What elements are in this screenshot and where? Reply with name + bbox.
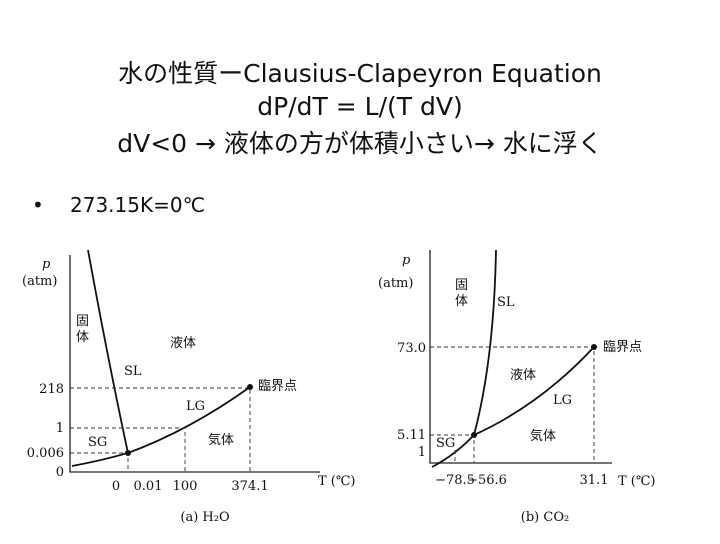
t-label: −56.6 <box>467 473 507 488</box>
curve <box>473 346 595 436</box>
curve <box>87 249 129 454</box>
region: 体 <box>455 294 468 309</box>
region: 体 <box>76 330 89 345</box>
t-label: 0.01 <box>134 479 163 494</box>
diagram-co2: p (atm) T (℃) 固 体 液体 気体 SL LG SG 臨界点 73.… <box>378 249 656 525</box>
t-label: −78.5 <box>435 473 475 488</box>
critical-point <box>591 344 597 350</box>
region: 気体 <box>208 432 234 448</box>
axis-label: T (℃) <box>618 474 656 489</box>
triple-point <box>125 450 131 456</box>
p-label: 218 <box>39 382 64 397</box>
axis-unit: (atm) <box>22 274 57 289</box>
bullet-mark: • <box>32 193 44 217</box>
title: 水の性質ーClausius-Clapeyron Equation <box>118 59 602 88</box>
curve-label: SL <box>497 295 515 310</box>
guide <box>70 387 251 472</box>
axes <box>429 250 612 464</box>
axis-label: p <box>42 257 51 272</box>
curve-label: SG <box>436 436 455 451</box>
diagram-h2o: p (atm) T (℃) 固 体 液体 気体 SL LG SG 臨界点 218… <box>22 249 356 525</box>
p-label: 0 <box>56 465 64 480</box>
point-label: 臨界点 <box>603 340 642 355</box>
axis-label: p <box>402 253 411 268</box>
caption: (a) H₂O <box>180 510 229 525</box>
region: 気体 <box>530 428 556 444</box>
t-label: 0 <box>112 479 120 494</box>
t-label: 31.1 <box>580 473 609 488</box>
curve-label: SG <box>88 435 107 450</box>
title: dP/dT = L/(T dV) <box>257 92 462 121</box>
region: 固 <box>76 314 89 329</box>
curve <box>71 452 129 467</box>
bullet: 273.15K=0℃ <box>70 193 205 217</box>
axis-unit: (atm) <box>378 276 413 291</box>
curve-label: LG <box>186 399 205 414</box>
p-label: 73.0 <box>397 341 426 356</box>
region: 液体 <box>170 336 196 351</box>
p-label: 1 <box>56 421 64 436</box>
caption: (b) CO₂ <box>521 510 569 525</box>
region: 液体 <box>510 368 536 383</box>
t-label: 100 <box>173 479 198 494</box>
axis-label: T (℃) <box>318 474 356 489</box>
curve <box>473 249 497 436</box>
curve-label: LG <box>553 393 572 408</box>
curve <box>127 386 251 454</box>
triple-point <box>471 432 477 438</box>
axes <box>69 255 320 473</box>
point-label: 臨界点 <box>258 379 297 394</box>
critical-point <box>247 384 253 390</box>
region: 固 <box>455 278 468 293</box>
p-label: 0.006 <box>27 446 64 461</box>
p-label: 1 <box>418 445 426 460</box>
title: dV<0 → 液体の方が体積小さい→ 水に浮く <box>117 129 603 158</box>
curve-label: SL <box>124 364 142 379</box>
t-label: 374.1 <box>231 479 268 494</box>
p-label: 5.11 <box>397 428 426 443</box>
curve <box>431 434 475 468</box>
